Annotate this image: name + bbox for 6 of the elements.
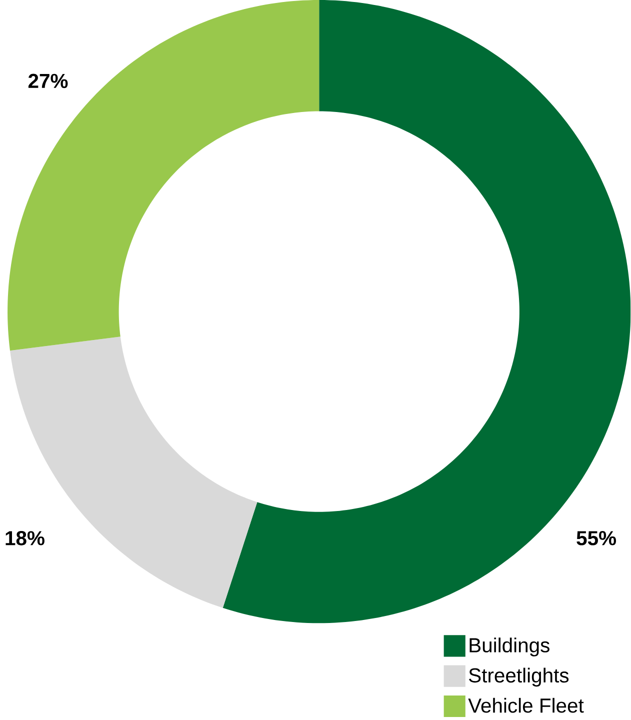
data-label: 55% [576, 531, 616, 546]
legend-label: Vehicle Fleet [468, 698, 584, 713]
data-label: 27% [28, 74, 68, 88]
legend-label: Streetlights [469, 668, 569, 687]
legend-label: Buildings [470, 638, 550, 656]
data-label: 18% [6, 531, 45, 546]
